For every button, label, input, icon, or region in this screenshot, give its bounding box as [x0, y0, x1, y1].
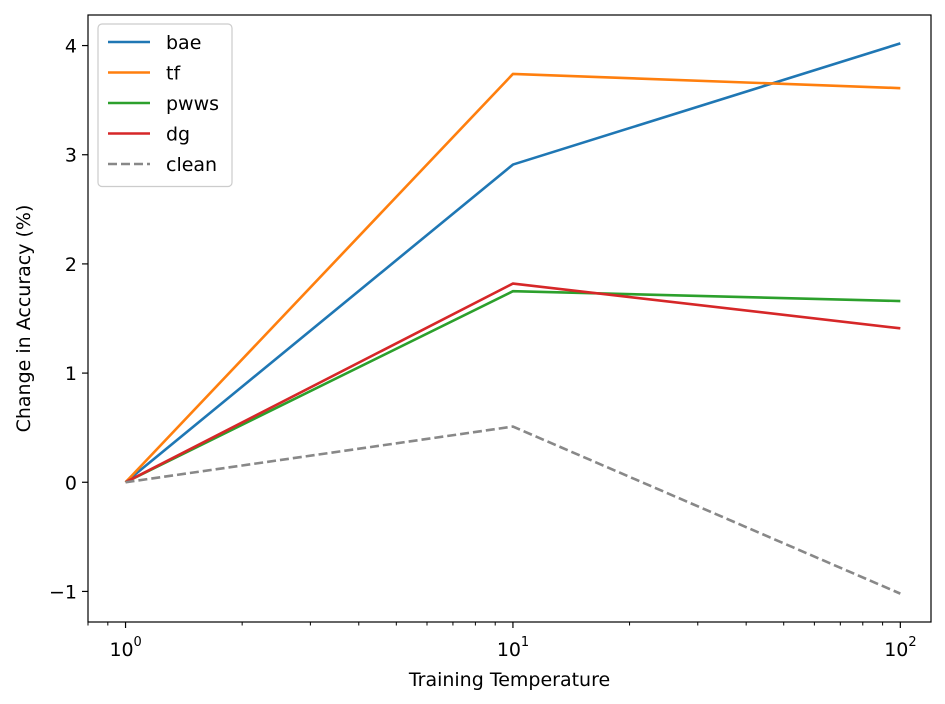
x-tick-exponent: 0 [134, 635, 142, 650]
x-tick-exponent: 2 [908, 635, 916, 650]
legend-box [97, 23, 233, 188]
x-axis-label: Training Temperature [408, 669, 610, 691]
x-tick-exponent: 1 [521, 635, 529, 650]
x-tick-label: 10 0 [109, 635, 141, 661]
x-tick-base: 10 [109, 639, 133, 661]
legend-label-pwws: pwws [166, 93, 219, 115]
x-tick-base: 10 [497, 639, 521, 661]
legend-label-tf: tf [166, 63, 181, 85]
y-tick-label: 2 [65, 254, 77, 276]
series-line-pwws [124, 289, 901, 484]
plot-area [124, 42, 901, 595]
legend-label-clean: clean [166, 154, 217, 176]
y-axis-label: Change in Accuracy (%) [13, 205, 35, 433]
y-tick-label: 0 [65, 472, 77, 494]
legend: bae tf pwws dg clean [97, 23, 233, 188]
plot-frame [87, 14, 932, 623]
y-tick-label: 3 [65, 145, 77, 167]
series-line-dg [124, 282, 901, 484]
x-tick-label: 10 1 [497, 635, 529, 661]
x-tick-base: 10 [884, 639, 908, 661]
series-line-clean [125, 425, 901, 595]
series-line-tf [124, 72, 901, 484]
y-tick-label: −1 [49, 581, 77, 603]
y-tick-label: 4 [65, 36, 77, 58]
y-tick-label: 1 [65, 363, 77, 385]
x-tick-label: 10 2 [884, 635, 916, 661]
legend-label-dg: dg [166, 124, 190, 146]
legend-label-bae: bae [166, 32, 201, 54]
